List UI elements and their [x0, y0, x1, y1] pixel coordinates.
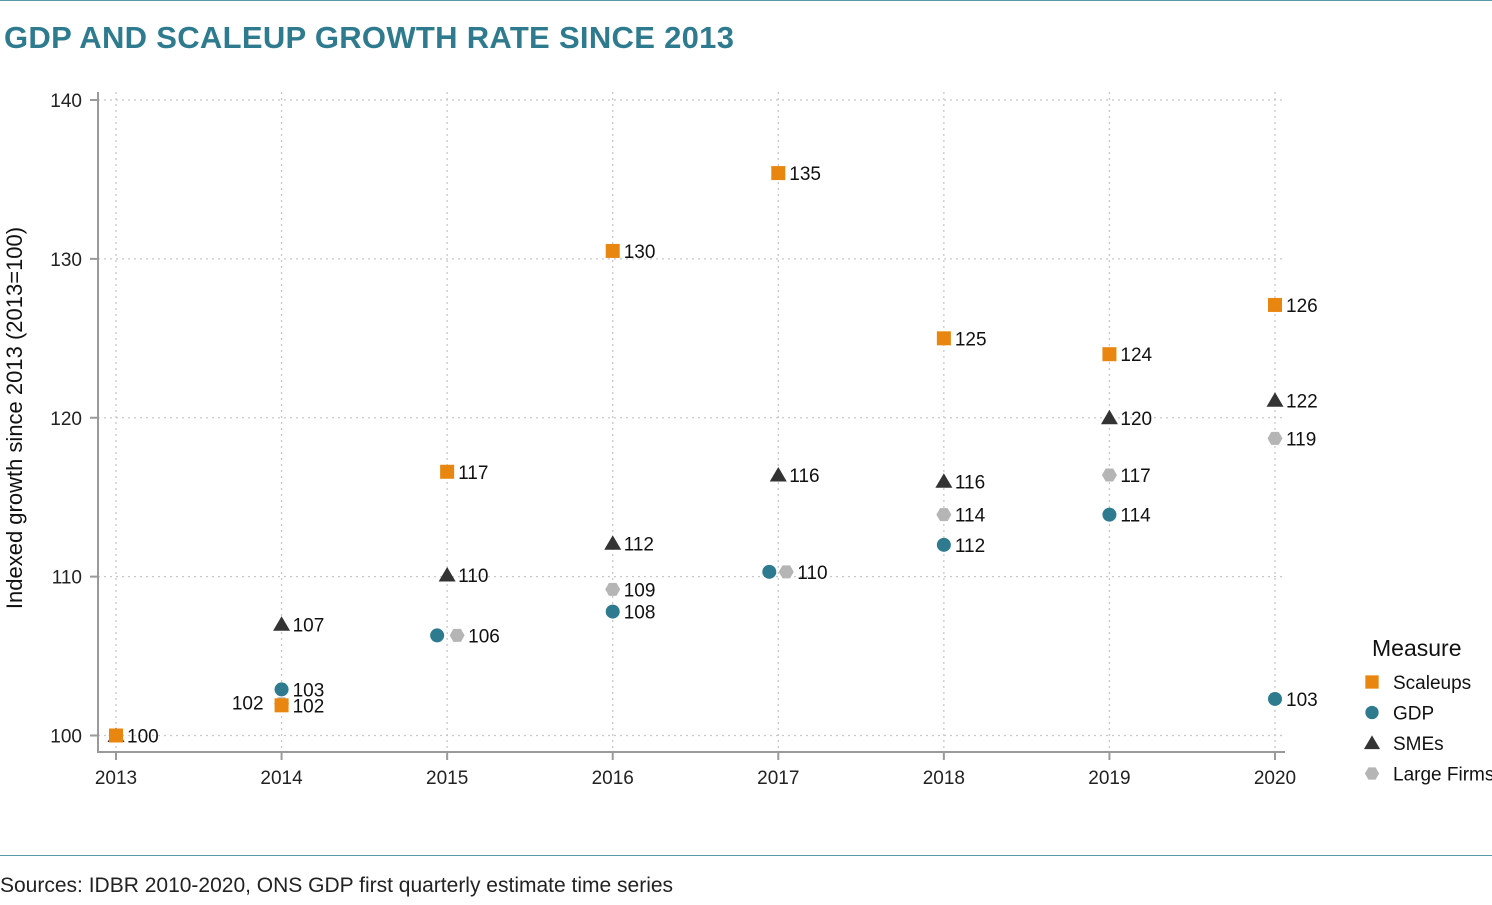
smes-data-label: 116 — [955, 472, 985, 493]
legend-scaleups-marker — [1365, 675, 1379, 689]
scaleups-point — [109, 728, 123, 743]
bottom-rule — [0, 855, 1492, 856]
legend-gdp-label: GDP — [1393, 704, 1434, 725]
large-firms-point — [449, 628, 465, 642]
x-tick-label: 2014 — [260, 768, 303, 789]
large-firms-point — [778, 565, 794, 579]
large-firms-data-label: 102 — [232, 694, 264, 715]
scaleups-point — [274, 698, 289, 713]
scaleups-point — [440, 464, 455, 479]
gdp-point — [936, 537, 951, 552]
x-tick-label: 2017 — [757, 768, 799, 789]
gdp-point — [430, 628, 445, 643]
x-tick-label: 2013 — [95, 768, 137, 789]
gdp-point — [274, 682, 289, 697]
x-tick-label: 2015 — [426, 768, 468, 789]
smes-point — [438, 567, 456, 582]
smes-data-label: 116 — [789, 466, 819, 487]
scaleups-data-label: 135 — [789, 164, 821, 185]
top-rule — [0, 0, 1492, 1]
scaleups-data-label: 125 — [955, 329, 987, 350]
scaleups-point — [1102, 347, 1117, 362]
scaleups-data-label: 130 — [624, 242, 656, 263]
smes-data-label: 107 — [293, 615, 325, 636]
scaleups-data-label: 100 — [127, 727, 159, 748]
y-tick-label: 100 — [50, 727, 82, 748]
y-tick-label: 110 — [52, 568, 82, 589]
x-tick-label: 2020 — [1254, 768, 1296, 789]
scaleups-point — [936, 331, 951, 346]
scaleups-point — [605, 243, 620, 258]
smes-data-label: 112 — [624, 534, 654, 555]
large-firms-point — [936, 508, 952, 522]
gdp-data-label: 114 — [1120, 506, 1151, 527]
smes-data-label: 120 — [1120, 409, 1152, 430]
large-firms-data-label: 109 — [624, 580, 656, 601]
legend-large-firms-marker — [1364, 767, 1380, 780]
gdp-point — [762, 564, 777, 579]
y-tick-label: 120 — [50, 409, 82, 430]
legend-gdp-marker — [1365, 705, 1379, 720]
legend-large-firms-label: Large Firms — [1393, 765, 1492, 786]
axes: 100 110 120 130 140 2013 2014 2015 2016 2017 2018 2… — [2, 91, 1296, 789]
smes-point — [1100, 409, 1118, 425]
legend-title: Measure — [1372, 635, 1461, 661]
x-tick-label: 2018 — [923, 768, 965, 789]
large-firms-point — [1101, 468, 1117, 482]
large-firms-data-label: 119 — [1286, 429, 1316, 450]
scaleups-point — [1268, 297, 1282, 312]
large-firms-point — [1267, 431, 1283, 445]
gdp-data-label: 112 — [955, 536, 985, 557]
scaleups-data-label: 117 — [458, 463, 488, 484]
y-tick-label: 140 — [50, 91, 82, 112]
chart-title: GDP AND SCALEUP GROWTH RATE SINCE 2013 — [4, 20, 735, 55]
smes-point — [769, 466, 787, 482]
large-firms-data-label: 117 — [1120, 466, 1150, 487]
large-firms-data-label: 110 — [797, 563, 827, 584]
gdp-point — [605, 604, 620, 619]
scaleups-data-label: 126 — [1286, 296, 1318, 317]
large-firms-data-label: 114 — [955, 506, 986, 527]
large-firms-data-label: 106 — [468, 626, 500, 647]
x-tick-label: 2016 — [592, 768, 634, 789]
gdp-data-label: 103 — [293, 680, 325, 701]
smes-data-label: 122 — [1286, 391, 1318, 412]
large-firms-point — [605, 582, 621, 596]
smes-point — [273, 616, 291, 631]
x-tick-label: 2019 — [1088, 768, 1130, 789]
legend-smes-label: SMEs — [1393, 734, 1444, 755]
legend-smes-marker — [1363, 735, 1381, 750]
legend-scaleups-label: Scaleups — [1393, 673, 1471, 694]
scaleups-point — [771, 166, 786, 181]
scaleups-data-label: 102 — [293, 696, 325, 717]
data-labels: 102 106 109 110 114 117 119 107 110 112 116 116 120 1… — [127, 164, 1318, 747]
grid — [98, 92, 1285, 752]
smes-point — [1266, 392, 1284, 407]
data-marks — [107, 166, 1284, 743]
legend: Measure Scaleups GDP SMEs Large Firms — [1363, 635, 1492, 786]
y-axis-title: Indexed growth since 2013 (2013=100) — [2, 227, 27, 609]
source-note: Sources: IDBR 2010-2020, ONS GDP first q… — [0, 874, 674, 897]
gdp-data-label: 103 — [1286, 690, 1318, 711]
gdp-point — [1102, 507, 1117, 522]
gdp-point — [1268, 691, 1282, 706]
scaleups-data-label: 124 — [1120, 345, 1152, 366]
smes-data-label: 110 — [458, 566, 488, 587]
smes-point — [935, 473, 953, 488]
gdp-data-label: 108 — [624, 603, 656, 624]
smes-point — [604, 535, 622, 550]
y-tick-label: 130 — [50, 250, 82, 271]
